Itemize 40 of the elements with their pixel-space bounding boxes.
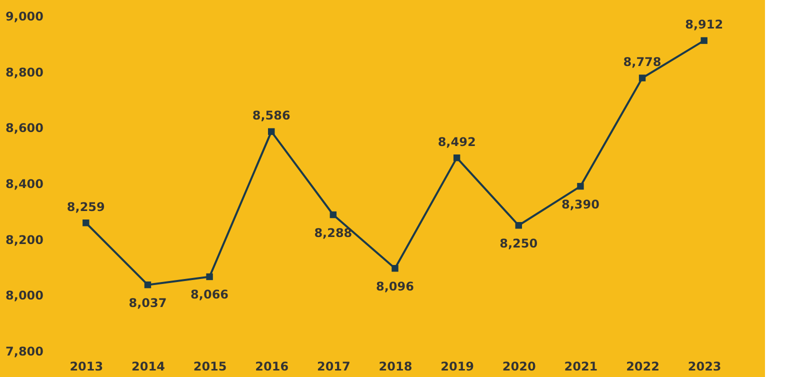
data-label: 8,492 <box>438 134 476 149</box>
data-label: 8,778 <box>623 54 662 69</box>
x-tick-label: 2015 <box>193 360 227 374</box>
x-tick-label: 2019 <box>440 360 474 374</box>
point <box>206 273 213 280</box>
y-tick-label: 8,400 <box>6 177 44 191</box>
x-tick-label: 2016 <box>255 360 289 374</box>
x-tick-label: 2021 <box>564 360 598 374</box>
point <box>268 128 275 135</box>
point <box>577 182 584 190</box>
point <box>515 222 522 229</box>
y-tick-label: 8,200 <box>6 232 44 247</box>
data-label: 8,390 <box>561 197 600 212</box>
point <box>144 281 152 288</box>
x-tick-label: 2020 <box>502 360 536 374</box>
x-tick-label: 2014 <box>132 360 165 374</box>
data-label: 8,250 <box>500 236 538 250</box>
point <box>392 265 398 272</box>
point <box>453 154 460 162</box>
x-tick-label: 2023 <box>688 360 722 374</box>
point <box>82 220 90 226</box>
y-tick-label: 8,600 <box>6 121 44 136</box>
data-label: 8,037 <box>128 296 167 310</box>
x-tick-label: 2017 <box>316 360 350 374</box>
x-tick-label: 2022 <box>626 360 660 374</box>
x-tick-label: 2018 <box>378 360 412 374</box>
y-tick-label: 9,000 <box>6 10 44 24</box>
y-tick-label: 7,800 <box>6 344 44 358</box>
point <box>330 211 337 218</box>
point <box>638 74 646 82</box>
point <box>700 37 708 44</box>
data-label: 8,586 <box>252 108 290 123</box>
data-label: 8,066 <box>190 288 229 302</box>
x-tick-label: 2013 <box>70 360 104 374</box>
data-label: 8,288 <box>314 226 352 240</box>
data-label: 8,259 <box>66 200 105 214</box>
data-label: 8,096 <box>376 279 414 294</box>
y-tick-label: 8,000 <box>6 288 44 303</box>
data-label: 8,912 <box>685 18 724 32</box>
y-tick-label: 8,800 <box>6 65 44 80</box>
